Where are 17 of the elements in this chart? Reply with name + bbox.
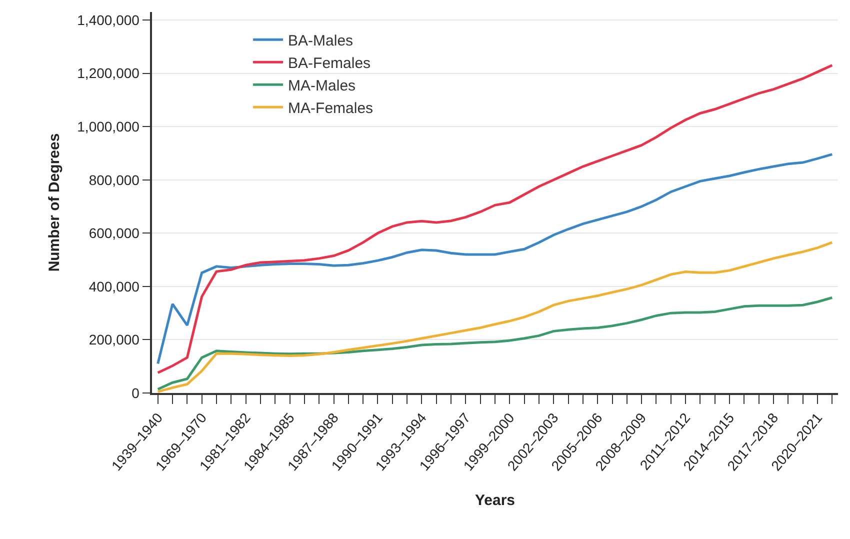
y-tick-label: 1,200,000: [77, 65, 140, 82]
y-tick-label: 1,400,000: [77, 12, 140, 28]
y-tick-label: 800,000: [88, 172, 140, 188]
line-series: [156, 241, 834, 393]
legend-label: BA-Females: [288, 55, 371, 72]
legend-label: BA-Males: [288, 32, 354, 50]
legend-label: MA-Females: [288, 100, 374, 118]
y-axis-title: Number of Degrees: [46, 133, 63, 272]
y-tick-label: 400,000: [88, 278, 140, 294]
y-tick-label: 200,000: [88, 332, 140, 348]
y-tick-label: 600,000: [88, 225, 140, 242]
y-tick-label: 0: [132, 384, 140, 401]
line-series: [156, 153, 834, 365]
x-axis-title: Years: [474, 492, 516, 510]
y-tick-label: 1,000,000: [77, 118, 140, 134]
line-series: [156, 296, 834, 391]
legend-label: MA-Males: [288, 78, 356, 95]
